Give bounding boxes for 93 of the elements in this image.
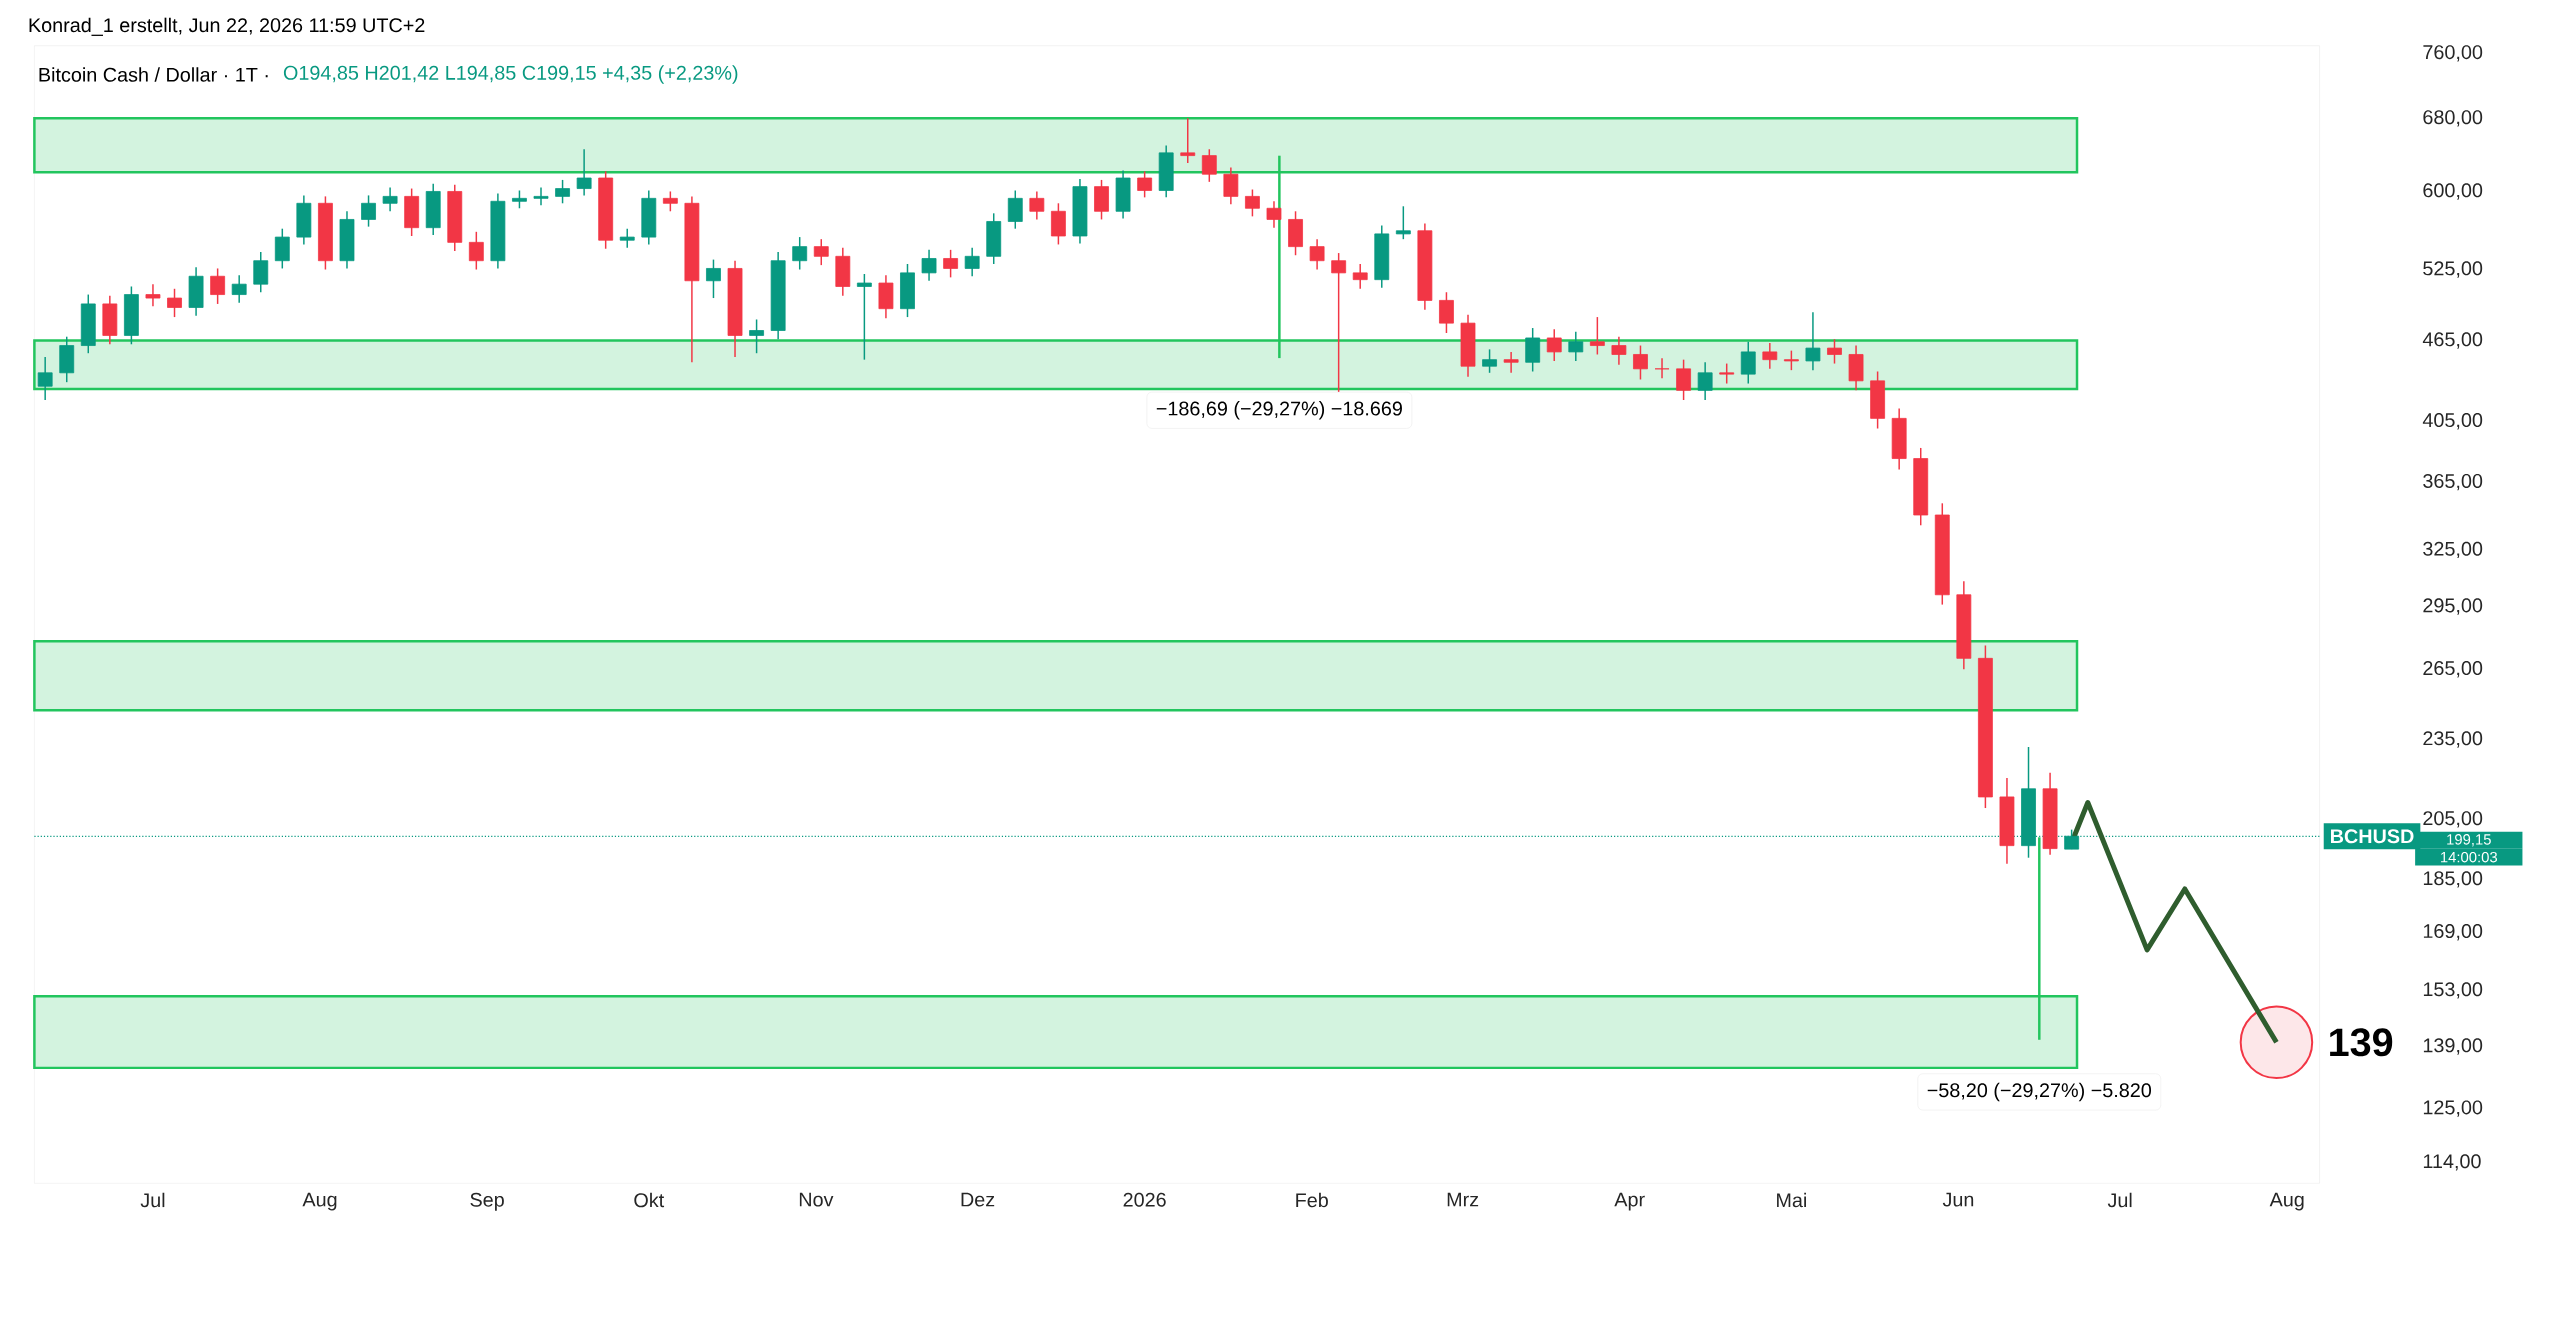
candlestick bbox=[1697, 361, 1713, 401]
candlestick bbox=[943, 248, 959, 278]
candlestick bbox=[37, 356, 53, 401]
y-tick-label: 600,00 bbox=[2423, 183, 2483, 200]
candlestick bbox=[1482, 348, 1497, 374]
candlestick bbox=[1007, 189, 1023, 230]
candlestick bbox=[274, 227, 290, 270]
text: 199,15 bbox=[2447, 833, 2491, 847]
y-tick-label: 125,00 bbox=[2423, 1100, 2483, 1117]
candlestick bbox=[533, 186, 549, 206]
candlestick bbox=[1245, 188, 1260, 217]
x-tick-label: Jun bbox=[1942, 1192, 1974, 1207]
x-tick-label: Apr bbox=[1614, 1192, 1645, 1211]
x-tick-label: Aug bbox=[2269, 1192, 2304, 1211]
x-tick-label: Sep bbox=[470, 1192, 504, 1211]
text: 14:00:03 bbox=[2441, 851, 2498, 863]
y-tick-label: 465,00 bbox=[2422, 332, 2483, 349]
x-tick-label: Mai bbox=[1777, 1192, 1806, 1208]
candlestick bbox=[167, 287, 182, 318]
candlestick bbox=[662, 190, 678, 212]
candlestick bbox=[1180, 117, 1196, 164]
y-tick-label: 185,00 bbox=[2423, 871, 2483, 888]
candlestick bbox=[1783, 349, 1799, 371]
candlestick bbox=[1546, 328, 1562, 362]
candlestick bbox=[1633, 344, 1648, 381]
ref-line-label: BCHUSD bbox=[2331, 829, 2414, 844]
y-tick-label: 680,00 bbox=[2423, 109, 2483, 127]
candlestick bbox=[1762, 342, 1778, 370]
text: Bitcoin Cash / Dollar · 1T · bbox=[39, 67, 268, 82]
candlestick bbox=[1266, 200, 1282, 229]
candlestick bbox=[1309, 238, 1325, 271]
y-tick-label: 153,00 bbox=[2423, 982, 2483, 999]
candlestick bbox=[964, 246, 980, 277]
y-tick-label: 295,00 bbox=[2423, 598, 2483, 615]
y-tick-label: 265,00 bbox=[2423, 660, 2483, 678]
x-tick-label: Feb bbox=[1296, 1192, 1328, 1208]
annotation: −186,69 (−29,27%) −18.669 bbox=[1156, 400, 1402, 420]
candlestick bbox=[1568, 330, 1584, 362]
candlestick bbox=[1805, 311, 1821, 371]
candlestick bbox=[555, 179, 570, 204]
x-tick-label: Mrz bbox=[1447, 1192, 1479, 1207]
candlestick bbox=[1719, 362, 1735, 385]
y-tick-label: 114,00 bbox=[2423, 1154, 2481, 1171]
y-tick-label: 235,00 bbox=[2423, 731, 2483, 748]
candlestick bbox=[921, 248, 937, 282]
y-tick-label: 760,00 bbox=[2423, 44, 2483, 62]
candlestick bbox=[1223, 166, 1239, 205]
candlestick bbox=[856, 273, 872, 361]
annotation: −58,20 (−29,27%) −5.820 bbox=[1927, 1082, 2152, 1101]
x-tick-label: 2026 bbox=[1123, 1192, 1166, 1207]
y-tick-label: 139,00 bbox=[2423, 1038, 2483, 1055]
candlestick bbox=[145, 283, 161, 307]
candlestick bbox=[1589, 316, 1605, 356]
text: Konrad_1 erstellt, Jun 22, 2026 11:59 UTC+2 bbox=[29, 17, 425, 36]
y-tick-label: 365,00 bbox=[2423, 473, 2483, 491]
candlestick bbox=[1654, 357, 1670, 379]
candlestick bbox=[792, 236, 808, 271]
y-tick-label: 169,00 bbox=[2423, 923, 2483, 941]
y-tick-label: 525,00 bbox=[2423, 261, 2483, 278]
candlestick bbox=[813, 238, 829, 266]
candlestick bbox=[1740, 340, 1756, 385]
candlestick bbox=[1029, 190, 1045, 221]
candlestick bbox=[1352, 263, 1368, 290]
candlestick bbox=[361, 194, 376, 228]
candlestick bbox=[749, 318, 764, 354]
y-tick-label: 405,00 bbox=[2422, 412, 2483, 430]
candlestick bbox=[1395, 205, 1411, 240]
candlestick bbox=[1827, 338, 1842, 365]
candlestick bbox=[468, 230, 484, 271]
x-tick-label: Nov bbox=[799, 1192, 834, 1207]
text: O194,85 H201,42 L194,85 C199,15 +4,35 (+2,23%) bbox=[283, 65, 738, 84]
candlestick bbox=[1331, 252, 1347, 394]
y-tick-label: 205,00 bbox=[2423, 810, 2483, 828]
x-tick-label: Dez bbox=[961, 1192, 995, 1207]
candlestick bbox=[706, 258, 721, 299]
candlestick bbox=[576, 148, 592, 196]
candlestick bbox=[1439, 291, 1454, 334]
candlestick bbox=[1201, 148, 1217, 183]
y-tick-label: 325,00 bbox=[2423, 541, 2483, 558]
x-tick-label: Jul bbox=[140, 1192, 165, 1208]
candlestick bbox=[1503, 350, 1519, 374]
candlestick bbox=[1676, 358, 1691, 401]
candlestick bbox=[210, 267, 226, 305]
candlestick bbox=[231, 274, 247, 304]
candlestick bbox=[1611, 335, 1627, 366]
candlestick bbox=[619, 227, 635, 249]
annotation: 139 bbox=[2330, 1028, 2393, 1057]
candlestick bbox=[253, 251, 269, 293]
x-tick-label: Aug bbox=[302, 1192, 337, 1211]
x-tick-label: Okt bbox=[634, 1192, 665, 1208]
candlestick bbox=[382, 186, 398, 212]
candlestick bbox=[1137, 170, 1153, 198]
x-tick-label: Jul bbox=[2107, 1192, 2132, 1208]
